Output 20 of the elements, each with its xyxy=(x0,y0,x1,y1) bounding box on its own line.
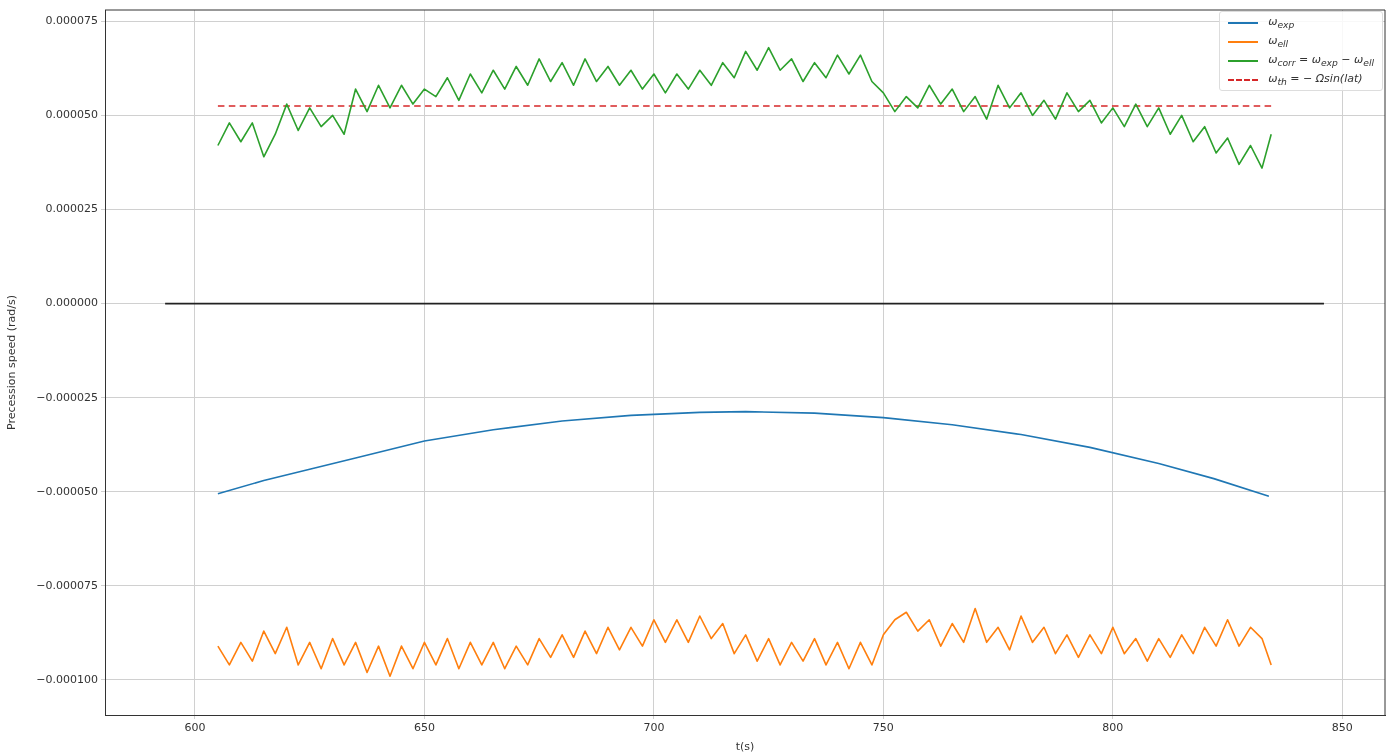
legend-label: ω$_{th}$ = − Ωsin(lat) xyxy=(1268,71,1363,88)
x-tick-label: 850 xyxy=(1331,721,1353,735)
x-tick-label: 650 xyxy=(413,721,435,735)
x-axis-title: t(s) xyxy=(735,740,755,754)
y-tick-label: 0.000000 xyxy=(45,296,98,310)
y-tick-label: −0.000050 xyxy=(36,484,98,498)
x-tick-label: 750 xyxy=(872,721,894,735)
y-tick-label: −0.000075 xyxy=(36,578,98,592)
y-tick-label: −0.000100 xyxy=(36,672,98,686)
y-tick-label: 0.000075 xyxy=(45,14,98,28)
x-tick-label: 800 xyxy=(1102,721,1124,735)
y-tick-label: 0.000025 xyxy=(45,202,98,216)
legend-label: ω$_{exp}$ xyxy=(1268,14,1295,31)
x-tick-label: 600 xyxy=(184,721,206,735)
x-tick-label: 700 xyxy=(643,721,665,735)
y-axis-title: Precession speed (rad/s) xyxy=(5,294,19,431)
y-tick-label: 0.000050 xyxy=(45,108,98,122)
legend-label: ω$_{ell}$ xyxy=(1268,33,1289,50)
y-tick-label: −0.000025 xyxy=(36,390,98,404)
legend-label: ω$_{corr}$ = ω$_{exp}$ − ω$_{ell}$ xyxy=(1268,52,1374,69)
